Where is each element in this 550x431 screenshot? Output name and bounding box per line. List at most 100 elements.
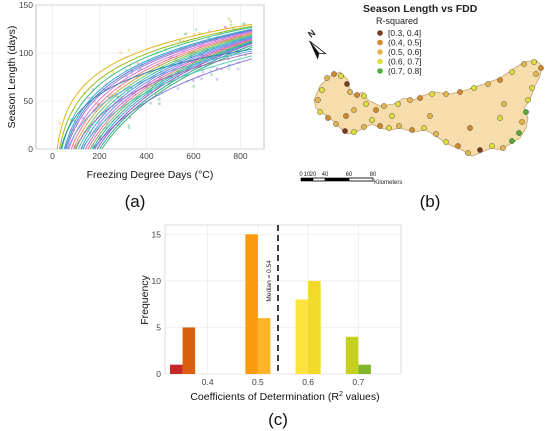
fitted-curve [73,33,253,150]
panel-a-x-ticks: 0 200 400 600 800 [50,151,248,161]
station-point [377,123,383,129]
station-point [331,71,337,77]
station-point [421,125,427,131]
panel-c-x-axis-label: Coefficients of Determination (R2 values… [190,391,379,403]
station-point [509,138,515,144]
station-point [324,75,330,81]
fitted-curve [63,28,253,150]
x-tick-label: 0 [50,151,55,161]
station-point [409,127,415,133]
station-point [351,107,357,113]
station-point [427,113,433,119]
legend-label: (0.6, 0.7] [388,57,422,67]
station-point [455,143,461,149]
station-point [533,71,539,77]
panel-c-y-axis-label: Frequency [139,274,151,324]
data-point [194,27,198,31]
station-point [344,81,350,87]
station-point [417,95,423,101]
data-point [207,29,211,33]
panel-c-histogram: Median = 0.54 0.4 0.5 0.6 0.7 0 5 10 15 Coeffi… [139,224,402,429]
fitted-curve [59,25,253,150]
data-point [224,25,227,29]
fitted-curve [60,48,253,150]
data-point [227,67,231,71]
station-point [315,97,321,103]
data-point [58,121,61,125]
data-point [176,87,180,90]
panel-b-map: Season Length vs FDD R-squared [0.3, 0.4… [299,3,544,211]
data-point [127,48,131,52]
y-tick-label: 50 [24,96,34,106]
y-tick-label: 100 [19,48,33,58]
x-label-main: Coefficients of Determination (R [190,391,339,403]
scale-bar-unit: Kilometers [374,180,402,186]
data-point [111,70,115,74]
station-point [501,101,507,107]
panel-a-y-axis-label: Season Length (days) [6,26,18,129]
station-point [361,124,367,130]
panel-a-curves [56,23,253,150]
station-point [389,113,395,119]
x-tick-label: 400 [139,151,153,161]
data-point [210,73,213,76]
data-point [184,32,188,36]
legend-swatch [377,58,383,65]
x-tick-label: 200 [92,151,106,161]
panel-a-plot-background [35,4,265,150]
legend-swatch [377,49,383,55]
panel-a-x-axis-label: Freezing Degree Days (°C) [87,169,214,181]
scale-bar-tick-label: 20 [310,172,317,178]
station-point [369,117,375,123]
fitted-curve [70,32,253,150]
fitted-curve [67,50,253,150]
station-point [443,139,449,145]
data-point [229,20,233,23]
x-label-end: values) [343,391,380,403]
island-shape [313,59,543,157]
x-tick-label: 0.4 [202,377,214,387]
data-point [119,51,122,55]
histogram-bar [170,364,183,374]
fitted-curve [82,37,253,150]
station-point [509,69,515,75]
map-points [315,59,544,156]
legend-label: (0.5, 0.6] [388,47,422,57]
data-point [223,26,227,29]
x-tick-label: 600 [186,151,200,161]
panel-a-scatter: 0 200 400 600 800 0 50 100 150 Freezing Degree … [6,0,265,211]
fitted-curve [81,55,253,150]
station-point [485,81,491,87]
histogram-bar [308,280,321,374]
data-point [229,23,233,27]
data-point [242,22,245,26]
data-point [87,96,90,100]
legend-swatch [377,39,383,46]
x-tick-label: 800 [233,151,247,161]
station-point [354,92,360,98]
legend-swatch [377,68,383,74]
station-point [381,103,387,109]
data-point [158,102,161,106]
histogram-bar [257,318,271,374]
data-point [227,17,231,21]
scale-bar [300,177,374,182]
legend-label: (0.7, 0.8] [388,66,422,76]
panel-b-label: (b) [420,192,441,211]
fitted-curve [80,36,253,150]
x-tick-label: 0.5 [252,377,264,387]
station-point [477,147,483,153]
station-point [457,89,463,95]
station-point [531,59,537,65]
fitted-curve [64,29,253,150]
data-point [149,101,153,105]
legend-label: (0.4, 0.5] [388,38,422,48]
station-point [529,85,535,91]
scale-bar-tick-label: 40 [322,172,329,178]
panel-c-label: (c) [268,410,288,429]
station-point [429,91,435,97]
station-point [319,87,325,93]
x-label-superscript: 2 [339,391,343,398]
legend-label: [0.3, 0.4] [388,28,421,38]
